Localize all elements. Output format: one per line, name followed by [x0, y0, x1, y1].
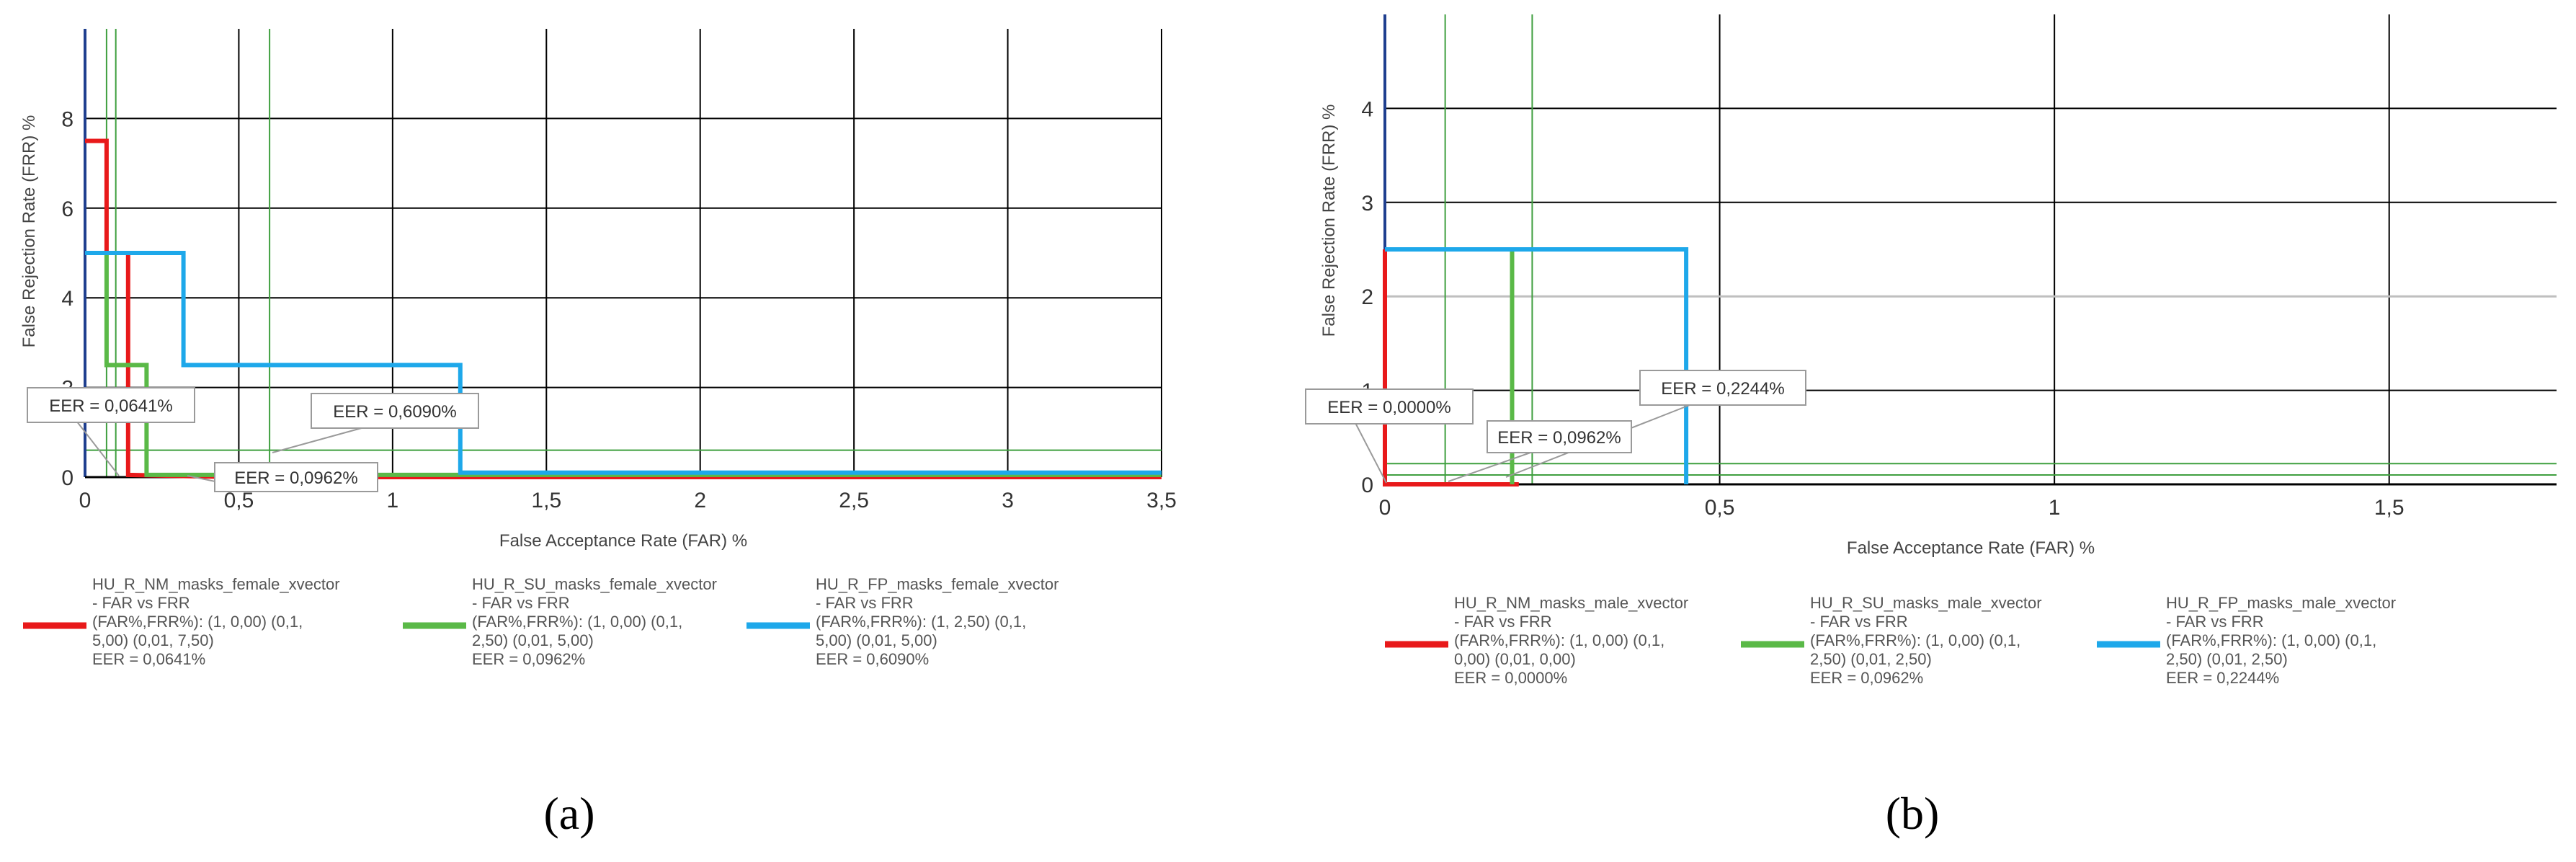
legend-entry-line: - FAR vs FRR [816, 594, 914, 612]
legend-entry-line: - FAR vs FRR [1810, 613, 1908, 631]
legend-entry-line: HU_R_SU_masks_male_xvector [1810, 594, 2042, 612]
y-tick-label: 0 [61, 466, 73, 490]
eer-callout-box [1305, 388, 1474, 425]
eer-callout-label: EER = 0,6090% [333, 402, 456, 422]
x-tick-label: 2 [694, 489, 706, 512]
eer-callout-leader [76, 422, 120, 476]
legend-entry-line: HU_R_FP_masks_male_xvector [2166, 594, 2396, 612]
legend-entry-line: EER = 0,0962% [472, 650, 585, 668]
chart-panel-b: 00,511,501234False Acceptance Rate (FAR)… [1305, 14, 2557, 839]
series-line-3 [85, 251, 1162, 475]
y-tick-label: 6 [61, 197, 73, 221]
x-tick-label: 1,5 [531, 489, 561, 512]
legend-entry-line: - FAR vs FRR [472, 594, 570, 612]
eer-callout-box [311, 393, 479, 429]
series-line-2 [104, 253, 1162, 477]
eer-callout-label: EER = 0,0000% [1327, 398, 1450, 417]
panel-caption: (a) [543, 788, 594, 839]
legend-entry-line: EER = 0,0962% [1810, 669, 1923, 687]
eer-callout-label: EER = 0,0962% [1497, 428, 1621, 448]
legend-entry-line: 5,00) (0,01, 7,50) [92, 631, 214, 649]
legend-entry-line: 5,00) (0,01, 5,00) [816, 631, 937, 649]
eer-callout-leader [1448, 452, 1531, 482]
legend-entry-line: EER = 0,2244% [2166, 669, 2279, 687]
y-tick-label: 0 [1361, 474, 1373, 497]
y-tick-label: 2 [1361, 285, 1373, 309]
legend-entry-line: EER = 0,0000% [1454, 669, 1567, 687]
x-tick-label: 0,5 [224, 489, 254, 512]
legend-entry-line: EER = 0,0641% [92, 650, 205, 668]
x-axis-title: False Acceptance Rate (FAR) % [1847, 538, 2095, 558]
legend-entry-line: - FAR vs FRR [2166, 613, 2264, 631]
eer-callout-leader [1355, 423, 1387, 484]
eer-callout-box [27, 387, 195, 423]
legend-entry-line: HU_R_NM_masks_female_xvector [92, 575, 340, 593]
eer-callout-box [1639, 370, 1806, 406]
y-axis-title: False Rejection Rate (FRR) % [1319, 105, 1339, 337]
legend-entry-line: (FAR%,FRR%): (1, 0,00) (0,1, [2166, 631, 2376, 649]
legend-entry-line: 2,50) (0,01, 5,00) [472, 631, 594, 649]
eer-callout-box [1487, 420, 1632, 453]
x-tick-label: 3 [1002, 489, 1014, 512]
x-tick-label: 1,5 [2374, 496, 2405, 520]
legend-entry-line: (FAR%,FRR%): (1, 0,00) (0,1, [472, 613, 682, 631]
x-tick-label: 2,5 [839, 489, 869, 512]
y-tick-label: 4 [1361, 97, 1373, 121]
legend-entry-line: (FAR%,FRR%): (1, 0,00) (0,1, [1454, 631, 1664, 649]
legend-entry-line: (FAR%,FRR%): (1, 0,00) (0,1, [1810, 631, 2020, 649]
x-tick-label: 1 [2049, 496, 2061, 520]
eer-callout-label: EER = 0,2244% [1661, 379, 1784, 399]
y-tick-label: 4 [61, 287, 73, 311]
legend-entry-line: HU_R_FP_masks_female_xvector [816, 575, 1059, 593]
series-line-1 [1383, 249, 1519, 486]
legend-entry-line: 2,50) (0,01, 2,50) [2166, 650, 2288, 668]
x-tick-label: 3,5 [1146, 489, 1177, 512]
eer-callout-label: EER = 0,0641% [49, 396, 172, 416]
eer-callout-leader [272, 427, 362, 453]
y-tick-label: 8 [61, 107, 73, 131]
series-line-1 [85, 138, 1162, 479]
eer-callout-label: EER = 0,0962% [234, 468, 357, 488]
chart-panel-a: 00,511,522,533,502468False Acceptance Ra… [19, 29, 1177, 839]
x-tick-label: 0,5 [1705, 496, 1735, 520]
legend-entry-line: EER = 0,6090% [816, 650, 929, 668]
legend-entry-line: 0,00) (0,01, 0,00) [1454, 650, 1576, 668]
x-tick-label: 0 [79, 489, 92, 512]
legend-entry-line: HU_R_SU_masks_female_xvector [472, 575, 717, 593]
panel-caption: (b) [1886, 788, 1940, 839]
legend-entry-line: 2,50) (0,01, 2,50) [1810, 650, 1932, 668]
y-tick-label: 3 [1361, 192, 1373, 216]
legend-entry-line: - FAR vs FRR [1454, 613, 1552, 631]
x-tick-label: 1 [387, 489, 399, 512]
legend-entry-line: HU_R_NM_masks_male_xvector [1454, 594, 1688, 612]
x-tick-label: 0 [1379, 496, 1391, 520]
legend-entry-line: - FAR vs FRR [92, 594, 190, 612]
legend-entry-line: (FAR%,FRR%): (1, 2,50) (0,1, [816, 613, 1026, 631]
legend-entry-line: (FAR%,FRR%): (1, 0,00) (0,1, [92, 613, 303, 631]
eer-callout-box [214, 462, 378, 492]
y-axis-title: False Rejection Rate (FRR) % [19, 115, 39, 348]
x-axis-title: False Acceptance Rate (FAR) % [499, 531, 747, 551]
